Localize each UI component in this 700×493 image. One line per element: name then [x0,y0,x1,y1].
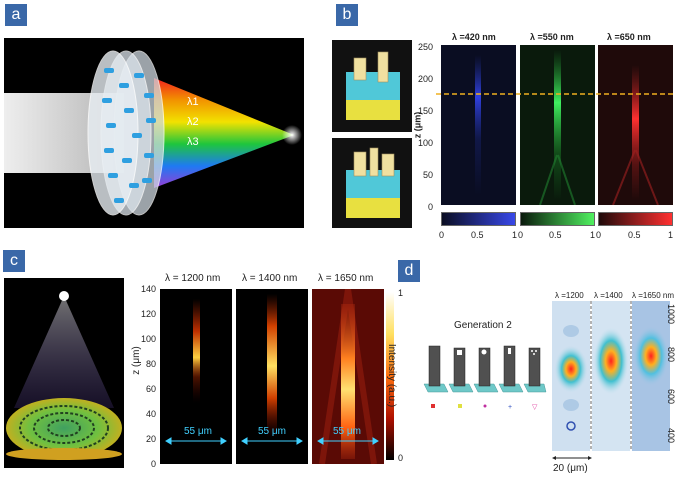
d-separator-lines [590,301,632,451]
b-cb3-tick-0: 0 [596,230,602,240]
d-field-map-1400 [592,301,630,451]
b-title-420: λ =420 nm [452,32,496,42]
b-cb2-tick-05: 0.5 [549,230,562,240]
b-title-550: λ =550 nm [530,32,574,42]
b-cb1-tick-0: 0 [439,230,445,240]
c-colorbar-max: 1 [398,288,404,298]
focal-point [282,125,302,145]
b-heatmap-550 [520,45,595,205]
d-title-1200: λ =1200 [555,291,584,300]
b-ytick-100: 100 [417,138,433,148]
c-ytick-20: 20 [145,434,156,444]
d-scale-bar [552,456,592,460]
c-ytick-120: 120 [140,309,156,319]
c-heatmap-1650 [312,289,384,464]
b-cb3-tick-1: 1 [668,230,674,240]
d-title-1650: λ =1650 nm [632,291,675,300]
d-title-1400: λ =1400 [594,291,623,300]
c-heatmap-1400 [236,289,308,464]
c-title-1400: λ = 1400 nm [242,273,298,284]
c-ytick-80: 80 [145,359,156,369]
d-field-map-1200 [552,301,590,451]
b-ytick-150: 150 [417,106,433,116]
c-ytick-140: 140 [140,284,156,294]
c-ytick-60: 60 [145,384,156,394]
c-width-label-3: 55 μm [333,426,361,437]
d-generation-label: Generation 2 [454,320,512,331]
d-unit-cells-illustration: + ▽ [422,334,547,414]
d-field-map-1650 [632,301,670,451]
panel-c-label: c [3,250,25,272]
b-heatmap-650 [598,45,673,205]
b-ytick-200: 200 [417,74,433,84]
c-ytick-100: 100 [140,334,156,344]
panel-a-metalens-illustration: λ1 λ2 λ3 [4,38,304,228]
metalens-disk-front [87,50,139,216]
c-heatmap-1200 [160,289,232,464]
c-title-1650: λ = 1650 nm [318,273,374,284]
b-focal-plane-line [436,93,676,95]
svg-text:+: + [508,404,512,411]
c-intensity-colorbar [386,292,394,460]
b-ytick-50: 50 [422,170,433,180]
b-cb1-tick-1: 1 [512,230,518,240]
b-title-650: λ =650 nm [607,32,651,42]
lambda-2-label: λ2 [187,116,199,128]
b-colorbar-blue [441,212,516,226]
b-cb2-tick-0: 0 [518,230,524,240]
unit-cell-illustration-2 [332,138,412,228]
unit-cell-illustration-1 [332,40,412,132]
d-scale-label: 20 (μm) [553,463,588,474]
b-colorbar-green [520,212,595,226]
b-heatmap-420 [441,45,516,205]
panel-a-label: a [5,4,27,26]
dispersed-spectrum [154,78,294,188]
c-title-1200: λ = 1200 nm [165,273,221,284]
lambda-1-label: λ1 [187,96,199,108]
b-ytick-250: 250 [417,42,433,52]
panel-b-label: b [336,4,358,26]
panel-d-label: d [398,260,420,282]
b-cb3-tick-05: 0.5 [628,230,641,240]
c-width-label-1: 55 μm [184,426,212,437]
d-right-tick-800: 800 [666,347,676,363]
c-colorbar-label: Intensity (a.u.) [386,343,398,408]
d-right-tick-1000: 1000 [666,304,676,325]
c-colorbar-min: 0 [398,453,404,463]
c-ytick-0: 0 [150,459,156,469]
d-right-tick-600: 600 [666,389,676,405]
lambda-3-label: λ3 [187,136,199,148]
b-colorbar-red [598,212,673,226]
c-width-arrows [165,437,379,445]
c-width-label-2: 55 μm [258,426,286,437]
b-cb2-tick-1: 1 [590,230,596,240]
nanopillars [102,68,156,203]
panel-c-metalens-illustration [4,278,124,468]
b-ytick-0: 0 [427,202,433,212]
d-right-tick-400: 400 [666,428,676,444]
c-ytick-40: 40 [145,409,156,419]
b-cb1-tick-05: 0.5 [471,230,484,240]
svg-text:▽: ▽ [532,404,538,411]
